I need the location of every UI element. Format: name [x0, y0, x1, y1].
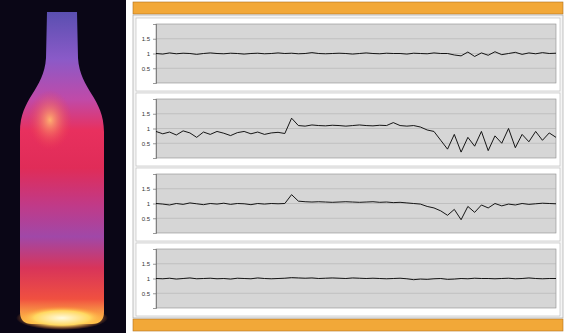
axis-line: [153, 100, 157, 159]
panel: 0.5 1 1.5: [136, 243, 560, 316]
series-line: [156, 195, 556, 220]
tick: 1: [147, 276, 156, 282]
panel-frame: [136, 18, 560, 91]
marks: [156, 118, 556, 152]
tick-mark: [153, 114, 156, 115]
grid-line: [156, 278, 556, 279]
tick-mark: [153, 39, 156, 40]
tick-label: 0.5: [142, 141, 151, 147]
y-axis: 0.5 1 1.5: [142, 25, 157, 84]
tick-label: 1: [147, 276, 151, 282]
tick: 0.5: [142, 291, 156, 297]
panel-frame: [136, 93, 560, 166]
tick-mark: [153, 68, 156, 69]
tick-label: 0.5: [142, 66, 151, 72]
tick-label: 1.5: [142, 111, 151, 117]
grid: [156, 39, 556, 69]
header-bar: [133, 2, 563, 14]
grid-line: [156, 113, 556, 114]
marks: [156, 52, 556, 57]
panel-frame: [136, 168, 560, 241]
panel: 0.5 1 1.5: [136, 18, 560, 91]
tick-label: 1.5: [142, 36, 151, 42]
grid: [156, 264, 556, 294]
thermal-image: [0, 0, 126, 333]
bottle: [20, 12, 104, 324]
panel-frame: [136, 243, 560, 316]
tick-label: 0.5: [142, 216, 151, 222]
tick-label: 0.5: [142, 291, 151, 297]
series-line: [156, 52, 556, 57]
tick-mark: [153, 189, 156, 190]
y-axis: 0.5 1 1.5: [142, 100, 157, 159]
panel: 0.5 1 1.5: [136, 93, 560, 166]
axis-line: [153, 25, 157, 84]
tick-mark: [153, 279, 156, 280]
tick: 1: [147, 201, 156, 207]
grid-line: [156, 218, 556, 219]
tick-mark: [153, 143, 156, 144]
tick-mark: [153, 54, 156, 55]
image-background: [0, 0, 126, 333]
plot-area: [156, 174, 556, 233]
tick-label: 1: [147, 201, 151, 207]
grid-line: [156, 293, 556, 294]
tick-label: 1.5: [142, 186, 151, 192]
grid-line: [156, 188, 556, 189]
tick: 1.5: [142, 111, 156, 117]
axis-line: [153, 250, 157, 309]
marks: [156, 195, 556, 220]
plot-area: [156, 24, 556, 83]
grid-line: [156, 68, 556, 69]
axis-line: [153, 175, 157, 234]
tick: 1: [147, 51, 156, 57]
tick-mark: [153, 204, 156, 205]
hot-spot: [28, 90, 72, 150]
tick: 1.5: [142, 36, 156, 42]
y-axis: 0.5 1 1.5: [142, 250, 157, 309]
tick-label: 1.5: [142, 261, 151, 267]
grid: [156, 114, 556, 144]
tick: 0.5: [142, 141, 156, 147]
footer-bar: [133, 319, 563, 331]
tick-mark: [153, 129, 156, 130]
y-axis: 0.5 1 1.5: [142, 175, 157, 234]
series-line: [156, 278, 556, 280]
grid-line: [156, 143, 556, 144]
marks: [156, 278, 556, 280]
tick: 1.5: [142, 261, 156, 267]
tick-label: 1: [147, 126, 151, 132]
figure: 0.5 1 1.5 0.5 1 1.5 0.5 1 1.5 0.5 1 1.5: [0, 0, 565, 333]
tick-mark: [153, 218, 156, 219]
tick: 1.5: [142, 186, 156, 192]
plot-area: [156, 249, 556, 308]
base-glow: [16, 306, 108, 330]
tick-mark: [153, 293, 156, 294]
tick: 0.5: [142, 66, 156, 72]
tick: 0.5: [142, 216, 156, 222]
tick-mark: [153, 264, 156, 265]
series-line: [156, 118, 556, 152]
grid-line: [156, 38, 556, 39]
grid-line: [156, 263, 556, 264]
tick-label: 1: [147, 51, 151, 57]
grid-line: [156, 128, 556, 129]
tick: 1: [147, 126, 156, 132]
panel: 0.5 1 1.5: [136, 168, 560, 241]
chart-area: [133, 15, 563, 318]
plot-area: [156, 99, 556, 158]
